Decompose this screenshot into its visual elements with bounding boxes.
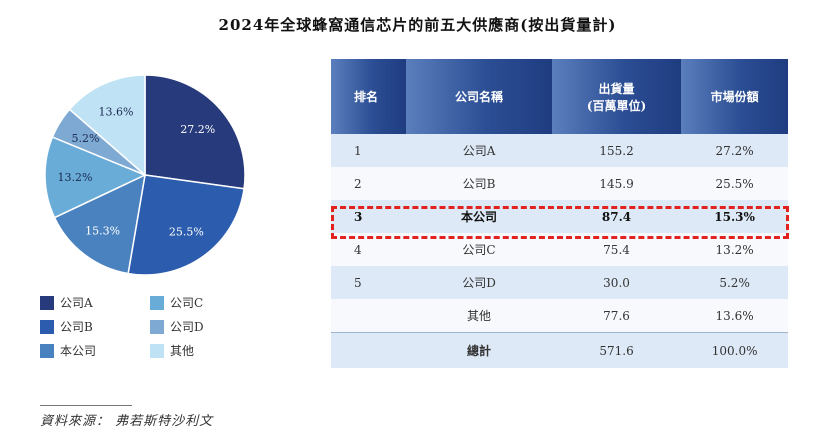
rank-cell: 3 [331, 200, 407, 233]
header-company-name: 公司名稱 [406, 59, 552, 134]
table-row: 2 公司B 145.9 25.5% [331, 167, 788, 200]
pie-slice-label-5: 5.2% [71, 132, 99, 145]
legend-label: 公司B [60, 320, 93, 334]
legend-swatch [150, 295, 164, 310]
legend-label: 公司A [60, 296, 93, 310]
legend-label: 本公司 [60, 344, 97, 358]
table-row: 其他 77.6 13.6% [331, 299, 788, 333]
total-shipments-cell: 571.6 [551, 332, 682, 368]
pie-slice-4 [44, 136, 147, 219]
header-market-share: 市場份額 [681, 59, 788, 134]
source-note: 資料來源： 弗若斯特沙利文 [40, 414, 214, 429]
pie-slice-3 [53, 173, 146, 275]
total-label-cell: 總計 [406, 332, 552, 368]
legend-item-company-d: 公司D [150, 318, 204, 335]
shipments-cell: 30.0 [551, 266, 682, 299]
table-row: 5 公司D 30.0 5.2% [331, 266, 788, 299]
pie-slice-label-3: 15.3% [85, 225, 120, 238]
share-cell: 5.2% [681, 266, 788, 299]
share-cell: 27.2% [681, 134, 788, 167]
company-cell: 公司C [406, 233, 552, 266]
share-cell: 25.5% [681, 167, 788, 200]
company-cell: 本公司 [406, 200, 552, 233]
legend-label: 公司C [170, 296, 204, 310]
legend-swatch [40, 319, 54, 334]
rank-cell: 1 [331, 134, 407, 167]
share-cell: 13.6% [681, 299, 788, 333]
pie-slice-6 [68, 74, 146, 177]
total-share-cell: 100.0% [681, 332, 788, 368]
legend-swatch [150, 343, 164, 358]
pie-slice-label-6: 13.6% [99, 105, 134, 118]
pie-slice-label-1: 27.2% [180, 123, 215, 136]
table-row: 4 公司C 75.4 13.2% [331, 233, 788, 266]
legend-item-company-a: 公司A [40, 294, 93, 311]
pie-slice-label-4: 13.2% [58, 171, 93, 184]
table-row: 1 公司A 155.2 27.2% [331, 134, 788, 167]
rank-cell: 4 [331, 233, 407, 266]
pie-slice-label-2: 25.5% [169, 226, 204, 239]
legend-swatch [40, 343, 54, 358]
header-rank: 排名 [331, 59, 407, 134]
rank-cell [331, 332, 407, 368]
pie-slice-1 [144, 74, 246, 190]
legend-swatch [150, 319, 164, 334]
pie-slice-2 [127, 174, 245, 276]
legend-item-company-c: 公司C [150, 294, 203, 311]
legend-item-company-b: 公司B [40, 318, 93, 335]
pie-chart: 27.2% 25.5% 15.3% 13.2% 5.2% 13.6% [44, 74, 246, 276]
header-shipments-title: 出貨量 [598, 81, 635, 96]
share-cell: 15.3% [681, 200, 788, 233]
legend-item-others: 其他 [150, 342, 194, 359]
shipments-cell: 155.2 [551, 134, 682, 167]
table-row-our-company: 3 本公司 87.4 15.3% [331, 200, 788, 233]
chart-title: 2024年全球蜂窩通信芯片的前五大供應商(按出貨量計) [218, 16, 617, 34]
rank-cell: 2 [331, 167, 407, 200]
header-shipments-unit: (百萬單位) [586, 98, 647, 113]
company-cell: 公司D [406, 266, 552, 299]
legend-swatch [40, 295, 54, 310]
share-cell: 13.2% [681, 233, 788, 266]
shipments-cell: 77.6 [551, 299, 682, 333]
company-cell: 公司B [406, 167, 552, 200]
legend-label: 其他 [170, 344, 195, 358]
legend-label: 公司D [170, 320, 204, 334]
shipments-cell: 145.9 [551, 167, 682, 200]
source-divider [40, 405, 132, 406]
table-row-total: 總計 571.6 100.0% [331, 332, 788, 368]
shipments-cell: 75.4 [551, 233, 682, 266]
company-cell: 公司A [406, 134, 552, 167]
rank-cell [331, 299, 407, 333]
legend-item-our-company: 本公司 [40, 342, 96, 359]
rank-cell: 5 [331, 266, 407, 299]
company-cell: 其他 [406, 299, 552, 333]
header-shipments: 出貨量 (百萬單位) [551, 59, 682, 134]
shipments-cell: 87.4 [551, 200, 682, 233]
table-header-row: 排名 公司名稱 出貨量 (百萬單位) 市場份額 [331, 59, 788, 134]
supplier-table: 排名 公司名稱 出貨量 (百萬單位) 市場份額 1 公司A 155.2 27.2… [331, 59, 788, 368]
